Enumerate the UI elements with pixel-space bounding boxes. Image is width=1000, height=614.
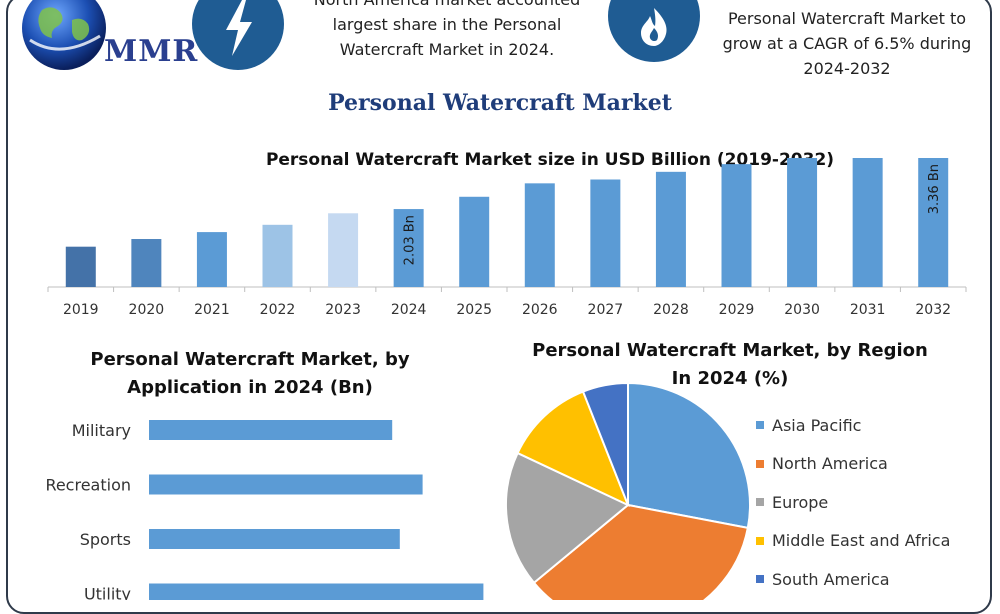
legend-item-asia-pacific: Asia Pacific <box>756 406 950 445</box>
market-size-bar-chart: 2019 2020 2021 2022 2023 2024 2.03 Bn 2025 2026 2… <box>47 158 967 318</box>
size-bar-2026 <box>524 183 555 287</box>
globe-icon <box>22 0 106 70</box>
legend-item-south-america: South America <box>756 560 950 599</box>
size-bar-2019 <box>65 246 96 287</box>
size-bar-2024 <box>393 209 424 287</box>
size-bar-2021 <box>196 232 227 287</box>
flame-badge <box>608 0 700 62</box>
application-chart-title: Personal Watercraft Market, by Applicati… <box>90 349 410 398</box>
pie-slice-europe <box>505 451 630 585</box>
legend-swatch <box>756 459 764 468</box>
cagr-note: Personal Watercraft Market to grow at a … <box>722 9 972 78</box>
application-bar-chart: Military Recreation Sports Utility <box>45 420 484 601</box>
application-label-military: Military <box>72 421 131 440</box>
region-chart-title: Personal Watercraft Market, by Region In… <box>532 340 928 389</box>
legend-label: Asia Pacific <box>772 415 862 435</box>
application-bar-utility <box>149 583 484 600</box>
size-tick-label-2031: 2031 <box>850 302 886 318</box>
application-bar-military <box>149 420 393 440</box>
size-tick-label-2029: 2029 <box>719 302 755 318</box>
region-legend: Asia Pacific North America Europe Middle Ea… <box>756 406 950 599</box>
lightning-badge <box>192 0 284 70</box>
application-bar-recreation <box>149 474 423 495</box>
flame-icon <box>641 8 667 46</box>
size-data-label-2032: 3.36 Bn <box>927 164 942 214</box>
size-bar-2020 <box>131 239 162 287</box>
legend-swatch <box>756 421 764 430</box>
size-bar-2027 <box>590 179 621 287</box>
legend-label: South America <box>772 569 890 589</box>
logo-text: MMR <box>104 34 199 69</box>
size-bar-2025 <box>459 196 490 287</box>
size-data-label-2024: 2.03 Bn <box>403 215 418 265</box>
lightning-icon <box>226 0 252 56</box>
size-tick-label-2030: 2030 <box>784 302 820 318</box>
legend-swatch <box>756 498 764 507</box>
region-pie-chart <box>505 381 751 600</box>
size-bar-2029 <box>721 164 752 287</box>
application-label-utility: Utility <box>84 585 131 601</box>
application-bar-sports <box>149 529 400 549</box>
size-bar-2030 <box>787 158 818 287</box>
legend-label: Middle East and Africa <box>772 531 951 551</box>
pie-slice-asia-pacific <box>627 381 751 530</box>
pie-slice-middle-east-and-africa <box>516 390 630 507</box>
mmr-logo: MMR <box>12 0 197 80</box>
size-tick-label-2032: 2032 <box>915 302 951 318</box>
legend-item-north-america: North America <box>756 445 950 484</box>
size-bar-2028 <box>655 171 686 287</box>
legend-swatch <box>756 536 764 545</box>
size-chart-title: Personal Watercraft Market size in USD B… <box>265 150 835 170</box>
legend-label: North America <box>772 454 888 474</box>
pie-slice-south-america <box>581 381 629 506</box>
size-bar-2023 <box>328 213 359 287</box>
legend-item-middle-east-and-africa: Middle East and Africa <box>756 522 950 561</box>
pie-slice-north-america <box>532 503 750 600</box>
size-tick-label-2026: 2026 <box>522 302 558 318</box>
legend-item-europe: Europe <box>756 483 950 522</box>
size-bar-2032 <box>918 158 949 287</box>
size-bar-2031 <box>852 158 883 287</box>
size-tick-label-2027: 2027 <box>588 302 624 318</box>
size-tick-label-2021: 2021 <box>194 302 230 318</box>
north-america-note: North America market accounted largest s… <box>314 0 581 59</box>
application-label-sports: Sports <box>80 530 131 549</box>
legend-swatch <box>756 575 764 584</box>
size-tick-label-2023: 2023 <box>325 302 361 318</box>
page-title: Personal Watercraft Market <box>328 90 672 116</box>
application-label-recreation: Recreation <box>45 476 131 495</box>
legend-label: Europe <box>772 492 829 512</box>
size-bar-2022 <box>262 224 293 287</box>
size-tick-label-2022: 2022 <box>260 302 296 318</box>
size-tick-label-2020: 2020 <box>129 302 165 318</box>
size-tick-label-2024: 2024 <box>391 302 427 318</box>
size-tick-label-2019: 2019 <box>63 302 99 318</box>
size-tick-label-2025: 2025 <box>456 302 492 318</box>
size-tick-label-2028: 2028 <box>653 302 689 318</box>
